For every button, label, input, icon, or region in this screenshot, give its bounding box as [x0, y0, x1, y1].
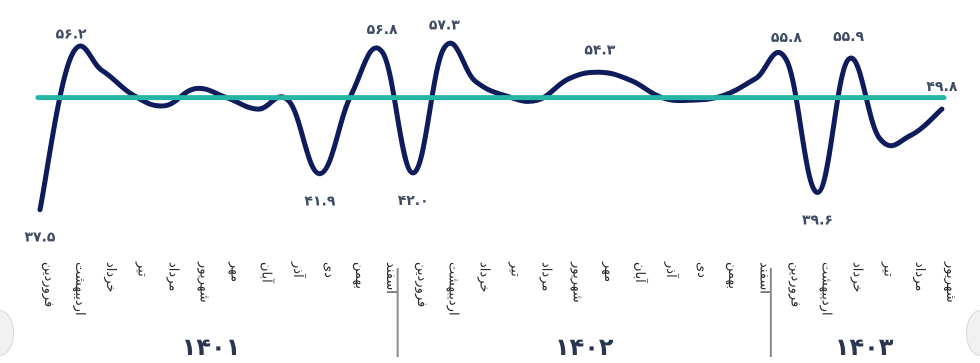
data-point	[753, 77, 757, 81]
month-label: مرداد	[539, 262, 554, 291]
data-point	[784, 58, 788, 62]
month-label: فروردین	[787, 262, 802, 307]
data-point	[131, 93, 135, 97]
month-label: شهریور	[197, 261, 212, 303]
month-label: مرداد	[165, 262, 180, 291]
year-label: ۱۴۰۳	[835, 333, 894, 361]
data-point	[318, 172, 322, 176]
data-point	[69, 55, 73, 59]
month-label: اسفند	[383, 262, 398, 294]
month-label: خرداد	[476, 262, 491, 292]
data-label: ۵۵.۸	[771, 30, 802, 46]
year-label: ۱۴۰۲	[555, 333, 614, 361]
plot-area: ۳۷.۵ ۵۶.۲ ۴۱.۹ ۵۶.۸ ۴۲.۰ ۵۷.۳ ۵۴.۳ ۵۵.۸ ۳۹.۶ ۵۵.۹…	[25, 18, 958, 246]
data-point	[536, 98, 540, 102]
month-label: آبان	[632, 262, 649, 284]
month-label: اردیبهشت	[445, 262, 460, 316]
series-line	[37, 40, 945, 213]
month-label: مهر	[601, 261, 616, 282]
month-label: اسفند	[756, 262, 771, 294]
month-label: دی	[694, 262, 709, 278]
data-point	[660, 96, 664, 100]
data-label: ۵۵.۹	[833, 29, 864, 45]
data-label: ۵۶.۲	[56, 27, 87, 43]
data-label: ۵۴.۳	[584, 42, 615, 58]
data-point	[909, 133, 913, 137]
data-point	[598, 70, 602, 74]
month-label: بهمن	[725, 262, 740, 289]
data-point	[816, 191, 820, 195]
data-point	[691, 98, 695, 102]
data-point	[162, 104, 166, 108]
data-point	[878, 137, 882, 141]
month-label: آذر	[290, 261, 307, 279]
data-label: ۳۷.۵	[25, 230, 56, 246]
month-label: اردیبهشت	[819, 262, 834, 316]
data-point	[629, 78, 633, 82]
month-label: خرداد	[103, 262, 118, 292]
data-label: ۴۱.۹	[304, 194, 335, 210]
month-label: آبان	[259, 262, 276, 284]
data-point	[100, 69, 104, 73]
data-point	[442, 46, 446, 50]
month-label: دی	[321, 262, 336, 278]
data-point	[505, 94, 509, 98]
data-point	[287, 99, 291, 103]
data-point	[225, 96, 229, 100]
month-label: شهریور	[943, 261, 958, 303]
data-label: ۵۶.۸	[367, 22, 398, 38]
data-label: ۵۷.۳	[429, 18, 460, 34]
data-point	[194, 87, 198, 91]
month-label: تیر	[881, 261, 896, 277]
data-point	[349, 93, 353, 97]
x-axis: فروردین اردیبهشت خرداد تیر مرداد شهریور مهر آبا…	[41, 261, 958, 361]
data-point	[38, 208, 42, 212]
month-label: تیر	[134, 261, 149, 277]
month-label: آذر	[663, 261, 680, 279]
month-label: تیر	[508, 261, 523, 277]
month-label: مرداد	[912, 262, 927, 291]
data-label: ۳۹.۶	[802, 213, 833, 229]
month-label: مهر	[228, 261, 243, 282]
data-label: ۴۲.۰	[398, 193, 429, 209]
data-point	[847, 57, 851, 61]
data-point	[256, 107, 260, 111]
month-label: اردیبهشت	[72, 262, 87, 316]
month-label: فروردین	[41, 262, 56, 307]
month-label: بهمن	[352, 262, 367, 289]
month-label: فروردین	[414, 262, 429, 307]
data-point	[567, 77, 571, 81]
data-point	[722, 93, 726, 97]
data-point	[411, 171, 415, 175]
data-point	[380, 50, 384, 54]
data-point	[473, 79, 477, 83]
data-label: ۴۹.۸	[926, 79, 957, 95]
month-label: خرداد	[850, 262, 865, 292]
year-label: ۱۴۰۱	[182, 333, 241, 361]
month-label: شهریور	[570, 261, 585, 303]
data-point	[940, 107, 944, 111]
